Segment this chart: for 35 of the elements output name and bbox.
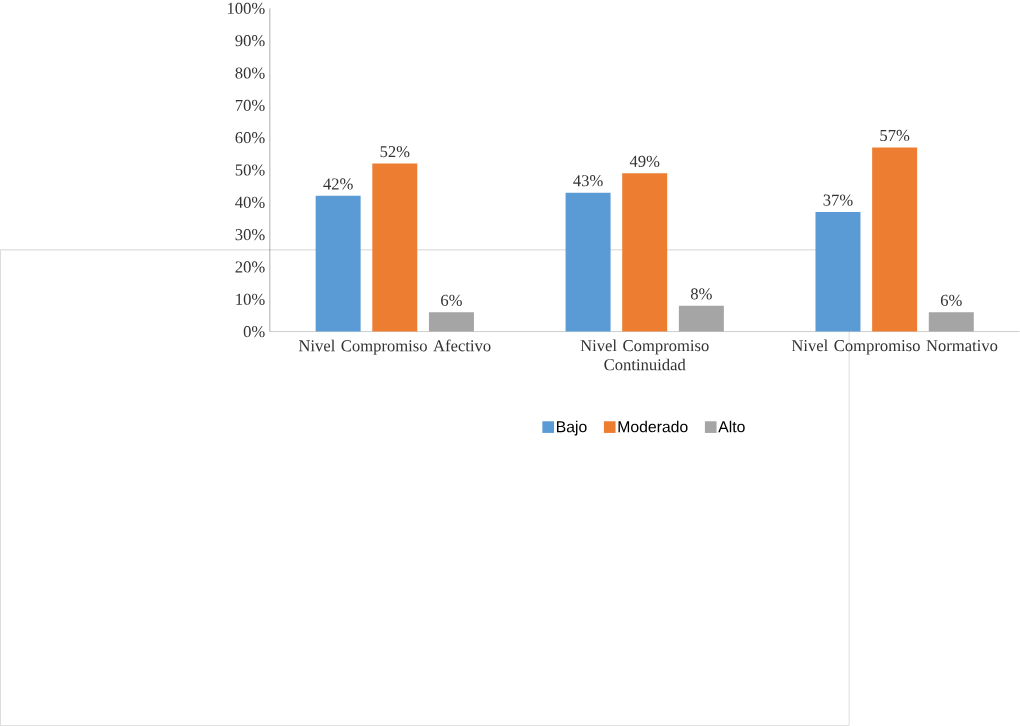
- data-label: 42%: [323, 178, 353, 190]
- bar: [428, 312, 474, 332]
- data-label: 37%: [823, 194, 853, 206]
- y-tick-label: 100%: [227, 2, 265, 15]
- y-tick-label: 60%: [235, 132, 265, 144]
- bar: [928, 312, 974, 332]
- legend-label: Moderado: [618, 420, 688, 433]
- data-label: 43%: [573, 175, 603, 187]
- y-tick-label: 0%: [243, 326, 265, 338]
- bar: [872, 147, 918, 332]
- x-tick-label: Nivel Compromiso Afectivo: [298, 339, 491, 355]
- bar: [815, 212, 861, 332]
- y-tick-label: 90%: [235, 35, 265, 47]
- bar: [678, 305, 724, 332]
- legend-label: Bajo: [556, 420, 587, 436]
- data-label: 6%: [940, 294, 962, 307]
- y-tick-label: 20%: [235, 261, 265, 273]
- bar: [622, 173, 668, 332]
- data-label: 6%: [441, 294, 462, 307]
- data-label: 49%: [629, 155, 660, 168]
- y-tick-label: 50%: [235, 164, 265, 176]
- y-tick-label: 30%: [235, 229, 265, 241]
- x-tick-label: Nivel Compromiso Normativo: [791, 339, 998, 355]
- y-tick-label: 10%: [236, 293, 265, 305]
- data-label: 52%: [380, 146, 410, 158]
- bar: [315, 195, 361, 332]
- data-label: 8%: [690, 288, 712, 300]
- y-tick-label: 40%: [235, 196, 265, 209]
- legend-label: Alto: [718, 420, 745, 433]
- bar: [372, 163, 418, 332]
- y-tick-label: 70%: [235, 99, 265, 112]
- x-tick-label: Nivel Compromiso Continuidad: [580, 339, 709, 371]
- y-tick-label: 80%: [235, 67, 265, 79]
- data-label: 57%: [880, 129, 910, 142]
- bar: [565, 192, 611, 332]
